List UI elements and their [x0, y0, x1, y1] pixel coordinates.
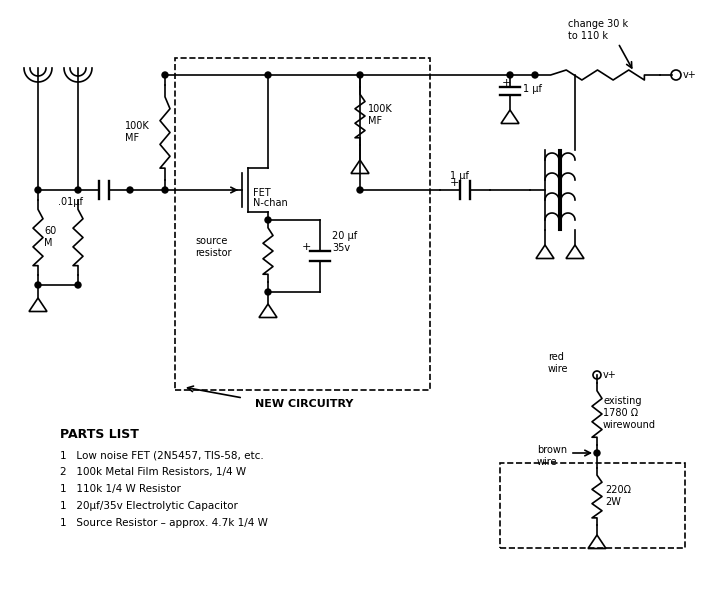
- Circle shape: [35, 282, 41, 288]
- Bar: [175, 58, 430, 390]
- Text: N-chan: N-chan: [253, 198, 288, 208]
- Text: 220Ω
2W: 220Ω 2W: [605, 485, 631, 507]
- Text: 1   Low noise FET (2N5457, TIS-58, etc.: 1 Low noise FET (2N5457, TIS-58, etc.: [60, 450, 264, 460]
- Text: 20 μf
35v: 20 μf 35v: [332, 231, 357, 253]
- Text: red
wire: red wire: [548, 352, 569, 374]
- Text: FET: FET: [253, 188, 271, 198]
- Text: change 30 k
to 110 k: change 30 k to 110 k: [568, 19, 628, 41]
- Text: 100K
MF: 100K MF: [368, 104, 392, 126]
- Circle shape: [532, 72, 538, 78]
- Text: 60
M: 60 M: [44, 226, 56, 248]
- Text: +: +: [302, 242, 312, 252]
- Text: 1   Source Resistor – approx. 4.7k 1/4 W: 1 Source Resistor – approx. 4.7k 1/4 W: [60, 518, 268, 528]
- Circle shape: [594, 450, 600, 456]
- Text: 1   110k 1/4 W Resistor: 1 110k 1/4 W Resistor: [60, 484, 181, 494]
- Circle shape: [162, 72, 168, 78]
- Text: 2   100k Metal Film Resistors, 1/4 W: 2 100k Metal Film Resistors, 1/4 W: [60, 467, 246, 477]
- Text: +: +: [502, 78, 511, 88]
- Circle shape: [507, 72, 513, 78]
- Text: 1   20μf/35v Electrolytic Capacitor: 1 20μf/35v Electrolytic Capacitor: [60, 501, 238, 511]
- Text: PARTS LIST: PARTS LIST: [60, 428, 139, 441]
- Circle shape: [357, 187, 363, 193]
- Text: 1 μf: 1 μf: [450, 171, 469, 181]
- Circle shape: [357, 72, 363, 78]
- Circle shape: [265, 289, 271, 295]
- Text: source
resistor: source resistor: [195, 236, 232, 258]
- Text: 1 μf: 1 μf: [523, 84, 542, 94]
- Text: v+: v+: [603, 370, 617, 380]
- Circle shape: [75, 282, 81, 288]
- Text: +: +: [450, 178, 459, 188]
- Circle shape: [127, 187, 133, 193]
- Text: brown
wire: brown wire: [537, 445, 567, 467]
- Circle shape: [265, 72, 271, 78]
- Text: .01μf: .01μf: [58, 197, 83, 207]
- Text: NEW CIRCUITRY: NEW CIRCUITRY: [255, 399, 353, 409]
- Text: v+: v+: [683, 70, 697, 80]
- Circle shape: [35, 187, 41, 193]
- Text: existing
1780 Ω
wirewound: existing 1780 Ω wirewound: [603, 397, 656, 429]
- Text: 100K
MF: 100K MF: [125, 121, 150, 143]
- Bar: [500, 463, 685, 548]
- Circle shape: [265, 217, 271, 223]
- Circle shape: [75, 187, 81, 193]
- Circle shape: [162, 187, 168, 193]
